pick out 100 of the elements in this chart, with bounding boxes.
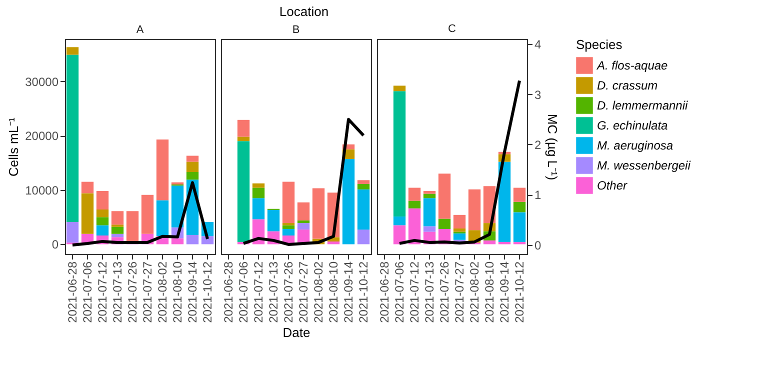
bar <box>297 220 310 224</box>
bar <box>357 180 370 184</box>
bar <box>186 234 199 244</box>
x-tick-label: 2021-06-28 <box>66 261 80 323</box>
bar <box>423 191 436 194</box>
x-tick-label: 2021-08-10 <box>170 261 184 323</box>
x-tick-label: 2021-08-02 <box>468 261 482 323</box>
bar <box>66 222 79 243</box>
legend-title: Species <box>576 37 623 52</box>
bar <box>96 225 109 236</box>
bar <box>282 225 295 230</box>
bar <box>237 136 250 142</box>
legend-label: D. lemmermannii <box>597 98 688 112</box>
x-tick-label: 2021-07-12 <box>252 261 266 323</box>
x-tick-label: 2021-07-06 <box>236 261 250 323</box>
bar <box>357 184 370 190</box>
bar <box>186 156 199 162</box>
x-tick-label: 2021-10-12 <box>200 261 214 323</box>
x-tick-label: 2021-10-12 <box>512 261 526 323</box>
bar <box>312 188 325 239</box>
bar <box>393 216 406 226</box>
bar <box>237 141 250 242</box>
x-tick-label: 2021-09-14 <box>498 261 512 323</box>
bar <box>513 212 526 242</box>
y2-tick-label: 3 <box>534 88 542 102</box>
x-tick-label: 2021-07-12 <box>96 261 110 323</box>
y-tick-label: 10000 <box>25 183 59 198</box>
bar <box>423 198 436 226</box>
y-tick-label: 0 <box>52 238 59 252</box>
bar <box>111 226 124 234</box>
legend-label: M. aeruginosa <box>597 138 674 152</box>
bar <box>513 202 526 212</box>
x-tick-label: 2021-07-13 <box>266 261 280 323</box>
legend-label: A. flos-aquae <box>596 58 668 72</box>
x-tick-label: 2021-07-27 <box>296 261 310 323</box>
x-tick-label: 2021-09-14 <box>186 261 200 323</box>
bar <box>171 186 184 228</box>
bar <box>156 200 169 236</box>
bar <box>111 234 124 238</box>
y-axis-title: Cells mL⁻¹ <box>6 116 22 176</box>
x-axis-title: Date <box>282 324 310 340</box>
bar <box>252 188 265 198</box>
text: Location <box>278 4 330 20</box>
bar <box>453 214 466 228</box>
bar <box>342 158 355 244</box>
y2-tick-label: 2 <box>534 138 542 152</box>
x-tick-label: 2021-08-02 <box>156 261 170 323</box>
bar <box>297 202 310 220</box>
bar <box>393 225 406 244</box>
bar <box>513 188 526 202</box>
bar <box>81 182 94 194</box>
bar <box>186 172 199 180</box>
bar <box>252 198 265 220</box>
bar <box>297 223 310 230</box>
bar <box>156 139 169 200</box>
x-tick-label: 2021-07-13 <box>110 261 124 323</box>
bar <box>393 91 406 217</box>
x-tick-label: 2021-06-28 <box>222 261 236 323</box>
bar <box>171 238 184 244</box>
bar <box>408 200 421 208</box>
x-tick-label: 2021-07-06 <box>392 261 406 323</box>
bar <box>186 162 199 172</box>
bar <box>468 189 481 230</box>
legend-label: D. crassum <box>597 78 658 92</box>
bar <box>438 218 451 230</box>
y2-tick-label: 4 <box>534 38 542 52</box>
bar <box>393 86 406 92</box>
y-tick-label: 20000 <box>25 129 59 144</box>
bar <box>126 211 139 241</box>
x-tick-label: 2021-07-27 <box>140 261 154 323</box>
bar <box>453 228 466 232</box>
bar <box>141 194 154 234</box>
x-tick-label: 2021-09-14 <box>342 261 356 323</box>
chart-title: C <box>448 23 456 36</box>
bar <box>81 193 94 234</box>
bar <box>408 188 421 201</box>
bar <box>66 54 79 222</box>
bar <box>111 211 124 225</box>
bar <box>96 209 109 218</box>
bar <box>96 217 109 226</box>
bar <box>483 240 496 244</box>
y2-tick-label: 0 <box>534 238 542 252</box>
bar <box>423 194 436 198</box>
legend-label: G. echinulata <box>597 118 668 132</box>
bar <box>282 182 295 224</box>
bar <box>282 229 295 236</box>
x-tick-label: 2021-07-12 <box>408 261 422 323</box>
bar <box>357 189 370 230</box>
x-tick-label: 2021-07-27 <box>452 261 466 323</box>
y2-axis-title: MC (µg L⁻¹) <box>545 114 560 180</box>
line-series <box>398 79 521 245</box>
legend-label: M. wessenbergeii <box>597 158 691 172</box>
x-tick-label: 2021-07-06 <box>80 261 94 323</box>
chart-title: A <box>136 24 144 36</box>
bar <box>423 226 436 232</box>
bar <box>171 182 184 185</box>
x-tick-label: 2021-08-10 <box>326 261 340 323</box>
x-tick-label: 2021-07-13 <box>422 261 436 323</box>
bar <box>438 174 451 219</box>
bar <box>66 47 79 55</box>
